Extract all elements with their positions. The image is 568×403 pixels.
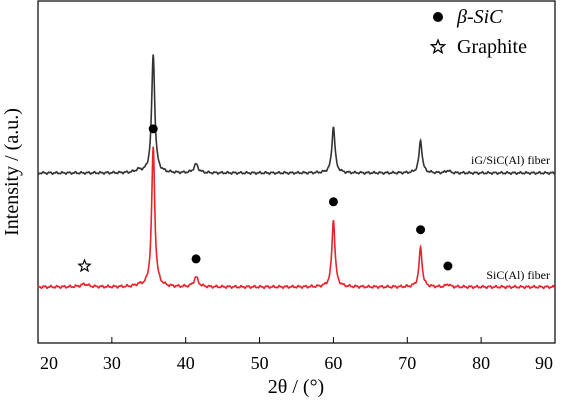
legend-circle-icon bbox=[433, 12, 443, 22]
peak-circle-marker bbox=[416, 225, 426, 235]
peak-circle-marker bbox=[443, 261, 453, 271]
y-axis-label: Intensity / (a.u.) bbox=[1, 108, 23, 236]
x-tick-label: 30 bbox=[103, 353, 121, 373]
x-tick-label: 60 bbox=[324, 353, 342, 373]
series-line bbox=[37, 54, 556, 176]
peak-star-marker bbox=[77, 258, 92, 273]
peak-circle-marker bbox=[191, 254, 201, 264]
legend-star-icon bbox=[429, 38, 447, 55]
series-line bbox=[37, 146, 556, 290]
peak-circle-marker bbox=[328, 197, 338, 207]
x-tick-label: 80 bbox=[472, 353, 490, 373]
plot-frame bbox=[37, 0, 556, 344]
series-label: iG/SiC(Al) fiber bbox=[471, 153, 550, 167]
peak-circle-marker bbox=[148, 124, 158, 134]
x-axis-label: 2θ / (°) bbox=[268, 376, 324, 398]
peak-marker-layer bbox=[77, 124, 453, 273]
series-label: SiC(Al) fiber bbox=[486, 268, 550, 282]
x-tick-label: 90 bbox=[535, 353, 553, 373]
legend: β-SiC Graphite bbox=[429, 6, 527, 58]
series-layer bbox=[37, 54, 556, 290]
series-label-layer: iG/SiC(Al) fiber SiC(Al) fiber bbox=[471, 153, 550, 282]
x-tick-label: 50 bbox=[251, 353, 269, 373]
legend-label-graphite: Graphite bbox=[457, 36, 527, 58]
x-tick-label: 40 bbox=[177, 353, 195, 373]
x-axis-ticks: 20 30 40 50 60 70 80 90 bbox=[37, 337, 556, 373]
legend-label-beta-sic: β-SiC bbox=[456, 6, 503, 28]
x-tick-label: 20 bbox=[40, 353, 58, 373]
x-tick-label: 70 bbox=[398, 353, 416, 373]
